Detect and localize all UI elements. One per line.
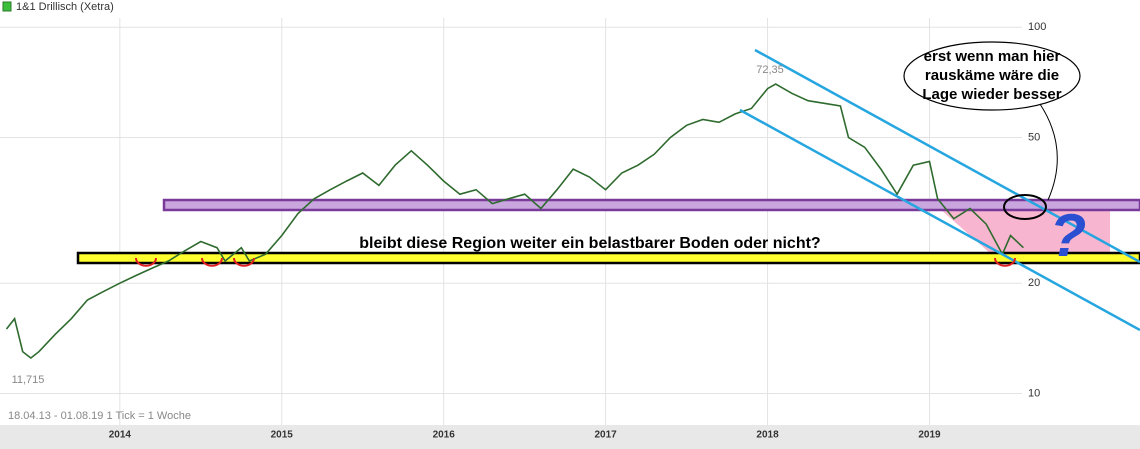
high-label: 72,35 <box>756 64 784 76</box>
speech-pointer <box>1039 103 1058 201</box>
x-tick-label: 2017 <box>595 430 618 441</box>
channel-upper <box>754 48 1140 264</box>
footnote: 18.04.13 - 01.08.19 1 Tick = 1 Woche <box>8 410 191 422</box>
y-tick-label: 20 <box>1028 277 1040 289</box>
series-layer <box>5 83 1024 360</box>
price-line <box>5 83 1024 360</box>
question-mark: ? <box>1050 202 1087 269</box>
legend-swatch <box>2 1 12 12</box>
touch-markers <box>135 257 1016 267</box>
low-label: 11,715 <box>12 374 45 386</box>
speech-line: rauskäme wäre die <box>925 67 1059 84</box>
y-tick-label: 100 <box>1028 21 1046 33</box>
support-band <box>76 251 1140 265</box>
speech-line: Lage wieder besser <box>922 86 1061 103</box>
resistance-band <box>162 198 1140 212</box>
channel-lower <box>739 108 1140 332</box>
circle-marker <box>1003 194 1047 220</box>
chart-title: 1&1 Drillisch (Xetra) <box>16 1 114 13</box>
grid <box>0 18 1022 425</box>
x-tick-label: 2019 <box>918 430 941 441</box>
x-axis-band <box>0 425 1140 449</box>
x-tick-label: 2018 <box>756 430 779 441</box>
x-tick-label: 2016 <box>433 430 456 441</box>
x-tick-label: 2015 <box>271 430 294 441</box>
shaded-zone <box>930 200 1110 262</box>
x-tick-label: 2014 <box>109 430 132 441</box>
speech-bubble <box>903 41 1081 111</box>
speech-line: erst wenn man hier <box>924 48 1061 65</box>
y-tick-label: 50 <box>1028 131 1040 143</box>
band-annotation: bleibt diese Region weiter ein belastbar… <box>359 235 820 252</box>
y-tick-label: 10 <box>1028 387 1040 399</box>
